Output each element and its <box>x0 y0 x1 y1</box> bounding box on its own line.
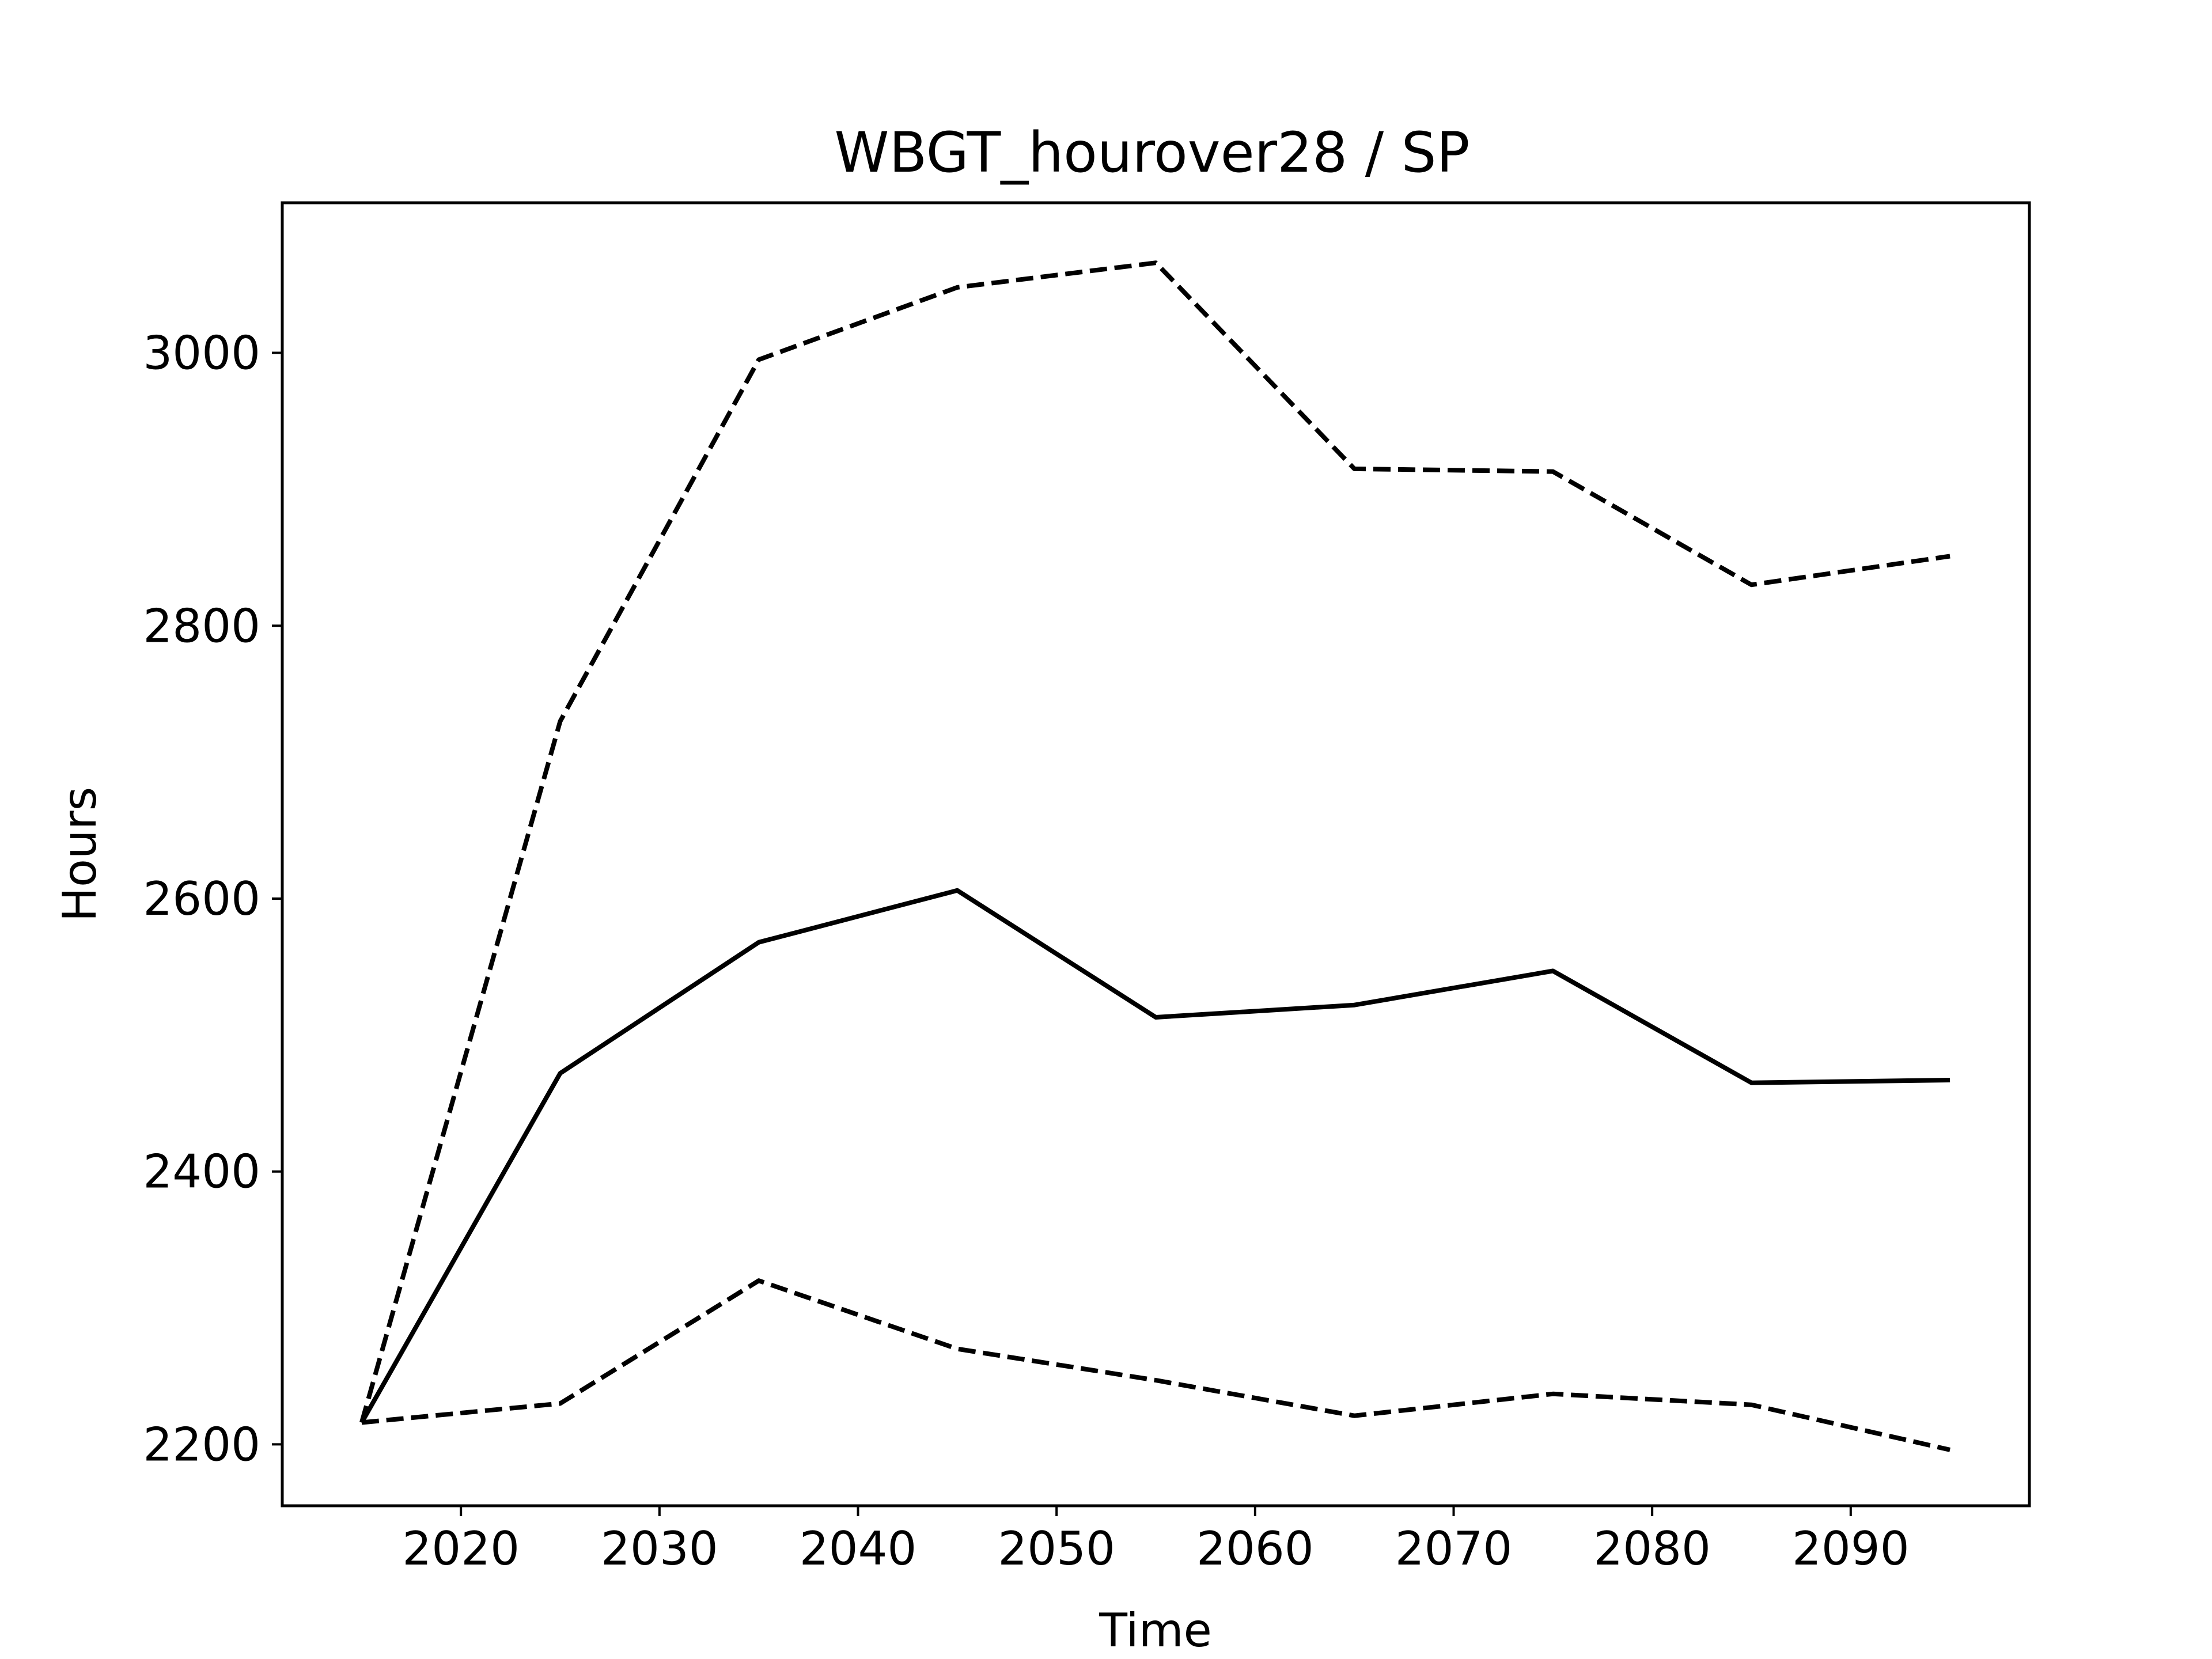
x-tick-label: 2080 <box>1593 1522 1711 1575</box>
x-axis-label: Time <box>1099 1604 1212 1657</box>
x-tick-label: 2090 <box>1792 1522 1910 1575</box>
x-axis: 2020 2030 2040 2050 2060 2070 2080 2090 <box>402 1506 1910 1575</box>
x-tick-label: 2040 <box>800 1522 917 1575</box>
series-layer <box>359 260 1950 1452</box>
plot-frame <box>281 201 2031 1508</box>
x-tick-label: 2060 <box>1196 1522 1314 1575</box>
x-tick-label: 2030 <box>601 1522 718 1575</box>
chart-title: WBGT_hourover28 / SP <box>835 120 1470 185</box>
y-tick-label: 3000 <box>143 327 260 380</box>
series-line-2-dashed <box>359 260 1950 1423</box>
x-tick-label: 2070 <box>1395 1522 1513 1575</box>
y-tick-label: 2200 <box>143 1418 260 1471</box>
y-axis-label: Hours <box>53 787 107 922</box>
x-tick-label: 2020 <box>402 1522 520 1575</box>
y-tick-label: 2400 <box>143 1145 260 1199</box>
x-tick-label: 2050 <box>998 1522 1115 1575</box>
y-tick-label: 2800 <box>143 599 260 653</box>
y-axis: 2200 2400 2600 2800 3000 <box>143 327 282 1471</box>
series-line-1-solid <box>359 888 1950 1424</box>
y-tick-label: 2600 <box>143 872 260 926</box>
series-line-3-dashed <box>361 1278 1950 1452</box>
